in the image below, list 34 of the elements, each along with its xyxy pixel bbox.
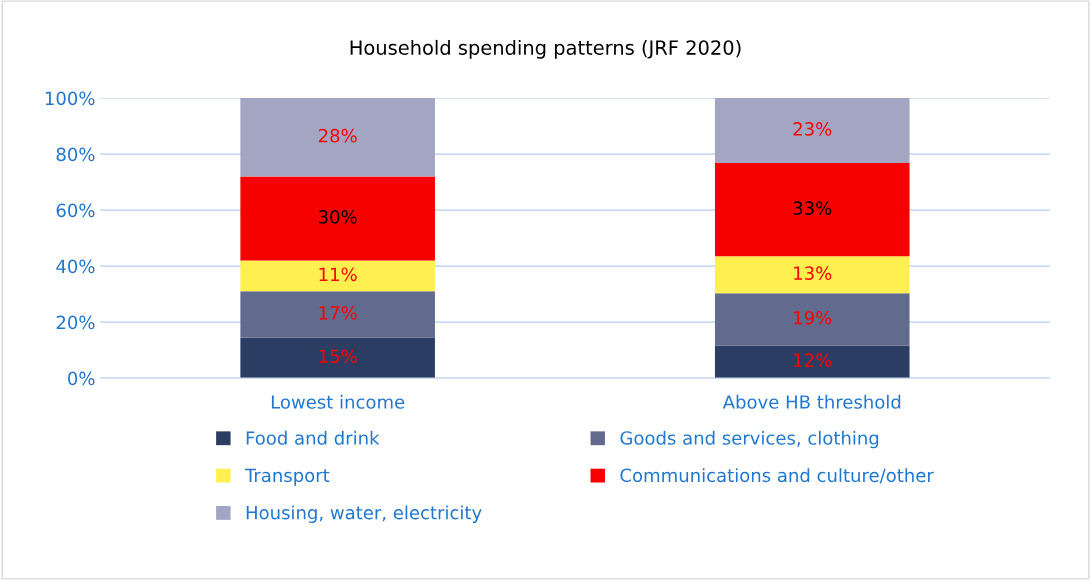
data-label: 30%	[318, 210, 357, 224]
legend-label: Communications and culture/other	[620, 468, 934, 484]
bar	[714, 345, 910, 379]
bar	[240, 98, 435, 177]
chart-title: Household spending patterns (JRF 2020)	[350, 39, 741, 59]
legend-label: Housing, water, electricity	[246, 505, 482, 523]
bar	[714, 98, 910, 164]
bar	[240, 260, 435, 292]
legend-label: Transport	[244, 468, 330, 486]
data-label: 19%	[794, 310, 832, 325]
data-label: 23%	[793, 122, 832, 136]
bar	[240, 337, 435, 379]
bar	[714, 256, 910, 294]
y-tick-label: 100%	[45, 91, 95, 106]
bar	[240, 176, 435, 261]
data-label: 12%	[794, 353, 832, 368]
y-tick-label: 40%	[56, 259, 95, 274]
data-label: 13%	[794, 266, 832, 281]
y-tick-label: 20%	[56, 315, 95, 330]
y-tick-label: 60%	[56, 203, 95, 218]
legend-label: Food and drink	[246, 430, 380, 445]
data-label: 15%	[319, 349, 357, 364]
bar	[714, 163, 910, 257]
data-label: 33%	[793, 201, 832, 215]
x-tick-label: Lowest income	[271, 394, 405, 409]
bar	[240, 291, 435, 338]
bar	[714, 293, 910, 346]
data-label: 11%	[319, 267, 357, 282]
legend-label: Goods and services, clothing	[620, 430, 879, 449]
data-label: 17%	[319, 306, 357, 320]
y-tick-label: 0%	[68, 371, 95, 386]
data-label: 28%	[318, 128, 357, 143]
y-tick-label: 80%	[56, 147, 95, 162]
x-tick-label: Above HB threshold	[722, 394, 901, 409]
